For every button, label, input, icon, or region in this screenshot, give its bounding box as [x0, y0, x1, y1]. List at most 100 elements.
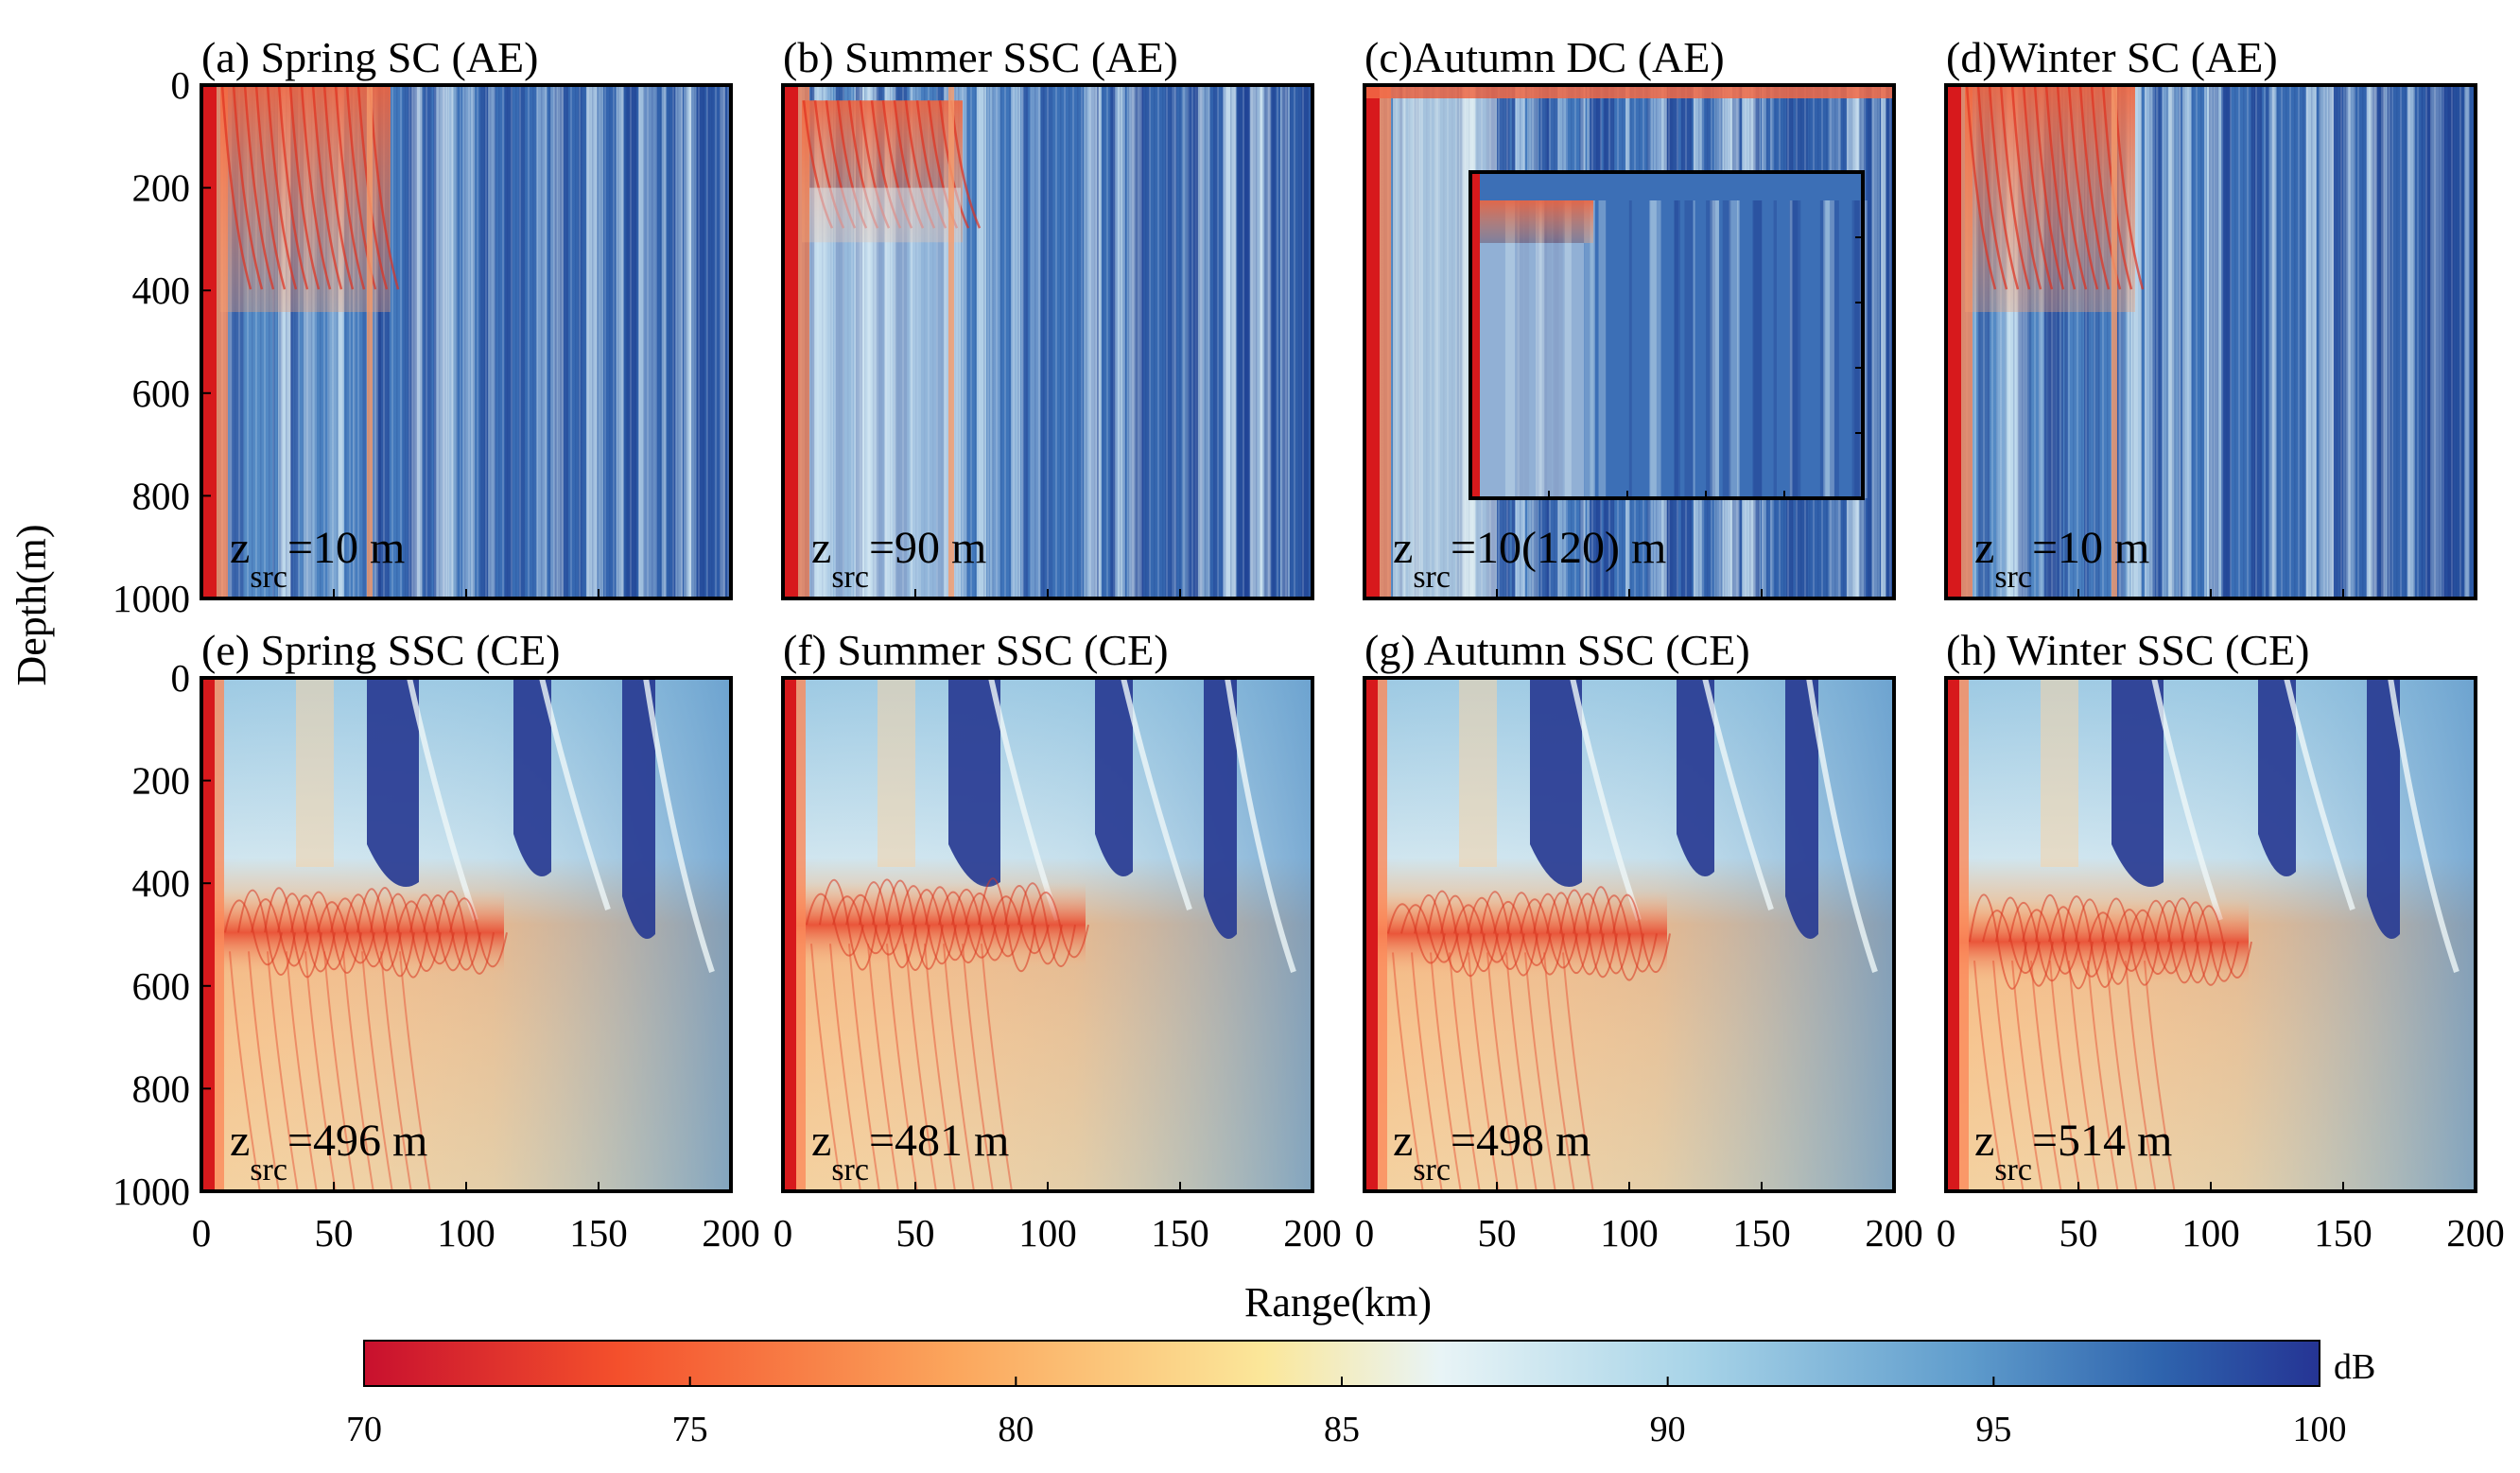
panel-title: (f) Summer SSC (CE) [783, 626, 1169, 674]
source-symbol: z [1974, 523, 1994, 573]
colorbar-tick-label: 80 [998, 1410, 1034, 1449]
panel-title: (h) Winter SSC (CE) [1946, 626, 2309, 674]
y-tick-label: 400 [132, 861, 191, 905]
panel-title: (c)Autumn DC (AE) [1364, 33, 1725, 81]
panel-a: (a) Spring SC (AE) zsrc=10 m 0 200 400 600 800… [113, 33, 733, 620]
x-tick-label: 0 [192, 1211, 212, 1255]
x-tick-label: 50 [2059, 1211, 2098, 1255]
colorbar-tick-label: 90 [1650, 1410, 1686, 1449]
source-depth-label: zsrc=10(120) m [1393, 523, 1666, 595]
panel-g: (g) Autumn SSC (CE) zsrc=498 m 0 50 100 150 20… [1355, 626, 1923, 1255]
panel-h: (h) Winter SSC (CE) zsrc=514 m 0 50 100 150 20… [1937, 626, 2505, 1255]
panel-grid: (a) Spring SC (AE)zsrc=10 m0200400600800… [113, 33, 2505, 1255]
tl-field [1946, 678, 2476, 1191]
source-symbol: z [1393, 1116, 1413, 1166]
y-tick-label: 200 [132, 166, 191, 210]
source-depth-label: zsrc=90 m [811, 523, 986, 595]
y-tick-label: 600 [132, 372, 191, 415]
y-tick-label: 800 [132, 1066, 191, 1110]
x-tick-label: 0 [1355, 1211, 1375, 1255]
panel-f: (f) Summer SSC (CE) zsrc=481 m 0 50 100 150 20… [773, 626, 1342, 1255]
x-tick-label: 0 [1937, 1211, 1956, 1255]
source-symbol: z [811, 1116, 831, 1166]
source-depth-label: zsrc=481 m [811, 1116, 1009, 1187]
source-depth-value: =90 m [869, 523, 986, 573]
x-tick-label: 50 [896, 1211, 935, 1255]
x-tick-label: 100 [2181, 1211, 2240, 1255]
source-subscript: src [1413, 1152, 1451, 1187]
inset-panel [1469, 170, 1868, 500]
y-tick-label: 1000 [113, 1170, 190, 1213]
panel-d: (d)Winter SC (AE) zsrc=10 m [1944, 33, 2477, 600]
source-depth-value: =498 m [1451, 1116, 1590, 1166]
source-symbol: z [230, 1116, 250, 1166]
tl-field [1364, 678, 1894, 1191]
colorbar-ticks: 70 75 80 85 90 95 100 [346, 1377, 2347, 1449]
source-symbol: z [1393, 523, 1413, 573]
y-tick-label: 0 [171, 63, 191, 107]
x-axis-label: Range(km) [1244, 1279, 1432, 1326]
source-depth-value: =481 m [869, 1116, 1009, 1166]
source-depth-label: zsrc=514 m [1974, 1116, 2172, 1187]
x-tick-label: 50 [315, 1211, 354, 1255]
source-depth-label: zsrc=498 m [1393, 1116, 1590, 1187]
tl-field [1946, 85, 2476, 598]
x-tick-label: 150 [569, 1211, 628, 1255]
colorbar-tick-label: 100 [2293, 1410, 2347, 1449]
y-tick-label: 800 [132, 474, 191, 517]
tl-field [783, 85, 1312, 598]
tl-field [201, 678, 731, 1191]
panel-title: (b) Summer SSC (AE) [783, 33, 1178, 81]
y-tick-label: 600 [132, 964, 191, 1008]
panel-title: (e) Spring SSC (CE) [201, 626, 561, 674]
x-tick-label: 50 [1478, 1211, 1517, 1255]
colorbar-unit-label: dB [2334, 1347, 2375, 1387]
source-depth-value: =10 m [2032, 523, 2149, 573]
x-tick-label: 150 [2314, 1211, 2372, 1255]
colorbar-tick-label: 85 [1324, 1410, 1360, 1449]
source-subscript: src [250, 1152, 287, 1187]
source-subscript: src [250, 560, 287, 595]
panel-title: (d)Winter SC (AE) [1946, 33, 2278, 81]
source-depth-value: =496 m [287, 1116, 427, 1166]
x-tick-label: 200 [1283, 1211, 1342, 1255]
x-tick-label: 100 [1600, 1211, 1659, 1255]
source-depth-label: zsrc=496 m [230, 1116, 427, 1187]
x-tick-label: 0 [773, 1211, 793, 1255]
tl-field [201, 85, 731, 598]
colorbar-tick-label: 70 [346, 1410, 382, 1449]
x-tick-label: 100 [1018, 1211, 1077, 1255]
source-depth-value: =10 m [287, 523, 405, 573]
colorbar-tick-label: 95 [1975, 1410, 2011, 1449]
x-tick-label: 200 [2446, 1211, 2505, 1255]
source-subscript: src [1994, 1152, 2032, 1187]
y-tick-label: 400 [132, 269, 191, 312]
colorbar: 70 75 80 85 90 95 100 dB [346, 1340, 2375, 1449]
x-tick-label: 150 [1151, 1211, 1209, 1255]
source-symbol: z [1974, 1116, 1994, 1166]
source-symbol: z [230, 523, 250, 573]
source-subscript: src [1994, 560, 2032, 595]
panel-title: (a) Spring SC (AE) [201, 33, 538, 81]
y-tick-label: 1000 [113, 577, 190, 620]
x-tick-label: 200 [1865, 1211, 1923, 1255]
y-axis-label: Depth(m) [9, 524, 55, 685]
x-tick-label: 150 [1732, 1211, 1791, 1255]
y-tick-label: 200 [132, 759, 191, 803]
source-depth-value: =10(120) m [1451, 523, 1666, 573]
tl-field [783, 678, 1312, 1191]
source-subscript: src [831, 1152, 869, 1187]
panel-b: (b) Summer SSC (AE) zsrc=90 m [781, 33, 1314, 600]
colorbar-tick-label: 75 [672, 1410, 708, 1449]
source-depth-label: zsrc=10 m [1974, 523, 2149, 595]
panel-e: (e) Spring SSC (CE) zsrc=496 m 0 200 400 600 8… [113, 626, 760, 1255]
panel-c: (c)Autumn DC (AE) zsrc=10(120) m [1363, 33, 1896, 600]
panel-title: (g) Autumn SSC (CE) [1364, 626, 1750, 674]
source-depth-value: =514 m [2032, 1116, 2172, 1166]
source-depth-label: zsrc=10 m [230, 523, 405, 595]
y-tick-label: 0 [171, 656, 191, 700]
x-tick-label: 100 [437, 1211, 495, 1255]
source-subscript: src [1413, 560, 1451, 595]
source-symbol: z [811, 523, 831, 573]
